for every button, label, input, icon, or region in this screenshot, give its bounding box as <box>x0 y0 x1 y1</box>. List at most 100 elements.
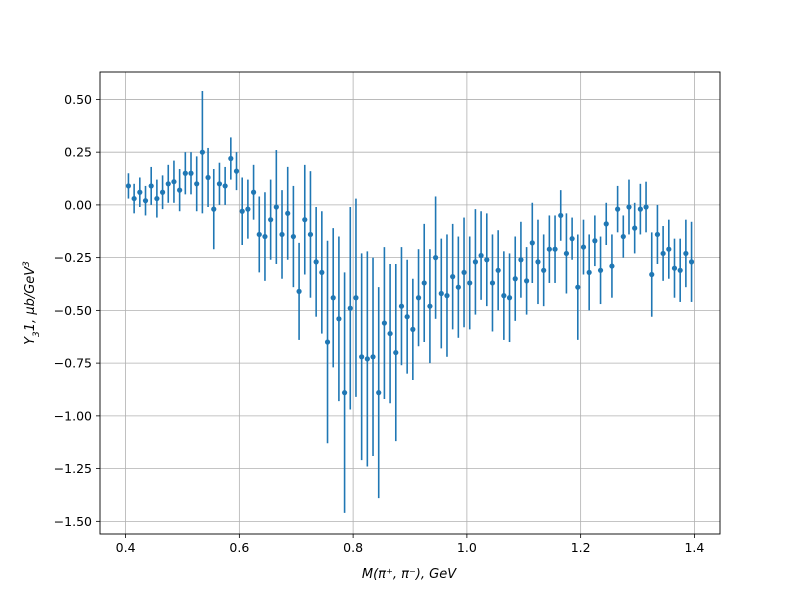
data-point <box>461 269 467 276</box>
data-point <box>239 208 245 214</box>
data-point <box>268 217 274 223</box>
data-point <box>177 187 183 193</box>
y-tick-label: −0.75 <box>54 356 92 371</box>
data-point <box>666 246 672 252</box>
data-point <box>427 303 433 309</box>
data-point <box>404 314 410 320</box>
data-point <box>205 174 211 181</box>
x-tick-label: 0.4 <box>116 540 136 555</box>
data-point <box>313 259 319 265</box>
data-point <box>211 206 217 212</box>
y-tick-label: −1.00 <box>54 408 92 423</box>
x-tick-label: 1.4 <box>684 540 704 555</box>
data-point <box>142 198 149 204</box>
y-axis-label-units: 1, μb/GeV <box>23 266 38 332</box>
data-point <box>586 269 592 276</box>
data-point <box>319 269 325 276</box>
data-point <box>501 293 507 299</box>
data-point <box>256 231 262 238</box>
data-point <box>364 356 370 362</box>
data-point <box>279 231 285 238</box>
y-tick-label: 0.25 <box>64 145 92 160</box>
plot-frame <box>99 71 721 535</box>
data-point <box>558 212 564 219</box>
data-point <box>233 168 240 174</box>
y-axis-label-symbol: Y <box>23 336 38 345</box>
data-point <box>597 267 604 273</box>
data-point <box>376 390 382 396</box>
data-point <box>472 259 479 265</box>
data-point <box>393 349 399 356</box>
data-point <box>381 320 388 326</box>
x-tick-label: 0.8 <box>343 540 363 555</box>
data-point <box>660 250 666 257</box>
data-point <box>535 259 541 265</box>
data-point <box>438 290 444 297</box>
data-point <box>353 295 359 301</box>
data-point <box>603 221 609 227</box>
data-point <box>159 189 166 195</box>
data-point <box>643 204 649 210</box>
data-point <box>620 233 626 240</box>
data-point <box>290 233 296 240</box>
data-point <box>444 293 450 299</box>
data-point <box>330 295 336 301</box>
data-point <box>609 263 615 269</box>
data-point <box>336 316 342 322</box>
data-point <box>563 250 570 257</box>
data-point <box>615 206 621 212</box>
x-tick-label: 1.0 <box>457 540 477 555</box>
data-point <box>285 210 291 216</box>
data-point <box>302 217 308 223</box>
data-point <box>467 280 473 286</box>
data-point <box>683 250 689 257</box>
data-point <box>637 206 643 212</box>
data-point <box>518 257 524 263</box>
data-point <box>654 231 661 238</box>
data-point <box>632 225 638 231</box>
data-point <box>216 181 223 187</box>
data-point <box>228 155 234 162</box>
x-axis-ticks: 0.4 0.6 0.8 1.0 1.2 1.4 <box>116 534 704 555</box>
data-point <box>575 284 581 290</box>
y-tick-label: 0.50 <box>64 92 92 107</box>
data-point <box>131 195 137 202</box>
data-point <box>359 354 365 360</box>
data-point <box>125 183 132 189</box>
data-point <box>524 278 530 284</box>
data-point <box>506 295 513 301</box>
y-tick-label: −1.50 <box>54 514 92 529</box>
x-tick-label: 0.6 <box>229 540 249 555</box>
data-point <box>688 259 695 265</box>
data-point <box>347 305 353 311</box>
y-axis-label: Y31, μb/GeV3 <box>22 261 42 345</box>
data-point <box>677 267 683 273</box>
data-point <box>307 231 314 238</box>
y-tick-label: −0.25 <box>54 250 92 265</box>
data-point <box>626 204 632 210</box>
data-point <box>450 274 456 280</box>
data-point <box>199 149 205 155</box>
x-axis-label: M(π⁺, π⁻), GeV <box>362 567 457 582</box>
data-point <box>194 181 200 187</box>
data-point <box>546 246 552 252</box>
data-point <box>137 189 143 195</box>
data-point <box>410 326 416 332</box>
data-point <box>250 189 257 195</box>
y-axis-label-superscript: 3 <box>22 261 32 267</box>
x-tick-label: 1.2 <box>571 540 591 555</box>
y-tick-label: −1.25 <box>54 461 92 476</box>
data-point <box>649 271 655 278</box>
data-point <box>529 240 535 246</box>
data-point <box>154 195 160 202</box>
data-point <box>512 276 518 282</box>
data-point <box>495 267 501 273</box>
data-points <box>125 149 695 396</box>
data-point <box>478 252 484 259</box>
data-point <box>148 183 154 189</box>
data-point <box>296 288 302 294</box>
data-point <box>421 280 427 286</box>
data-point <box>370 354 376 360</box>
data-point <box>341 390 348 396</box>
